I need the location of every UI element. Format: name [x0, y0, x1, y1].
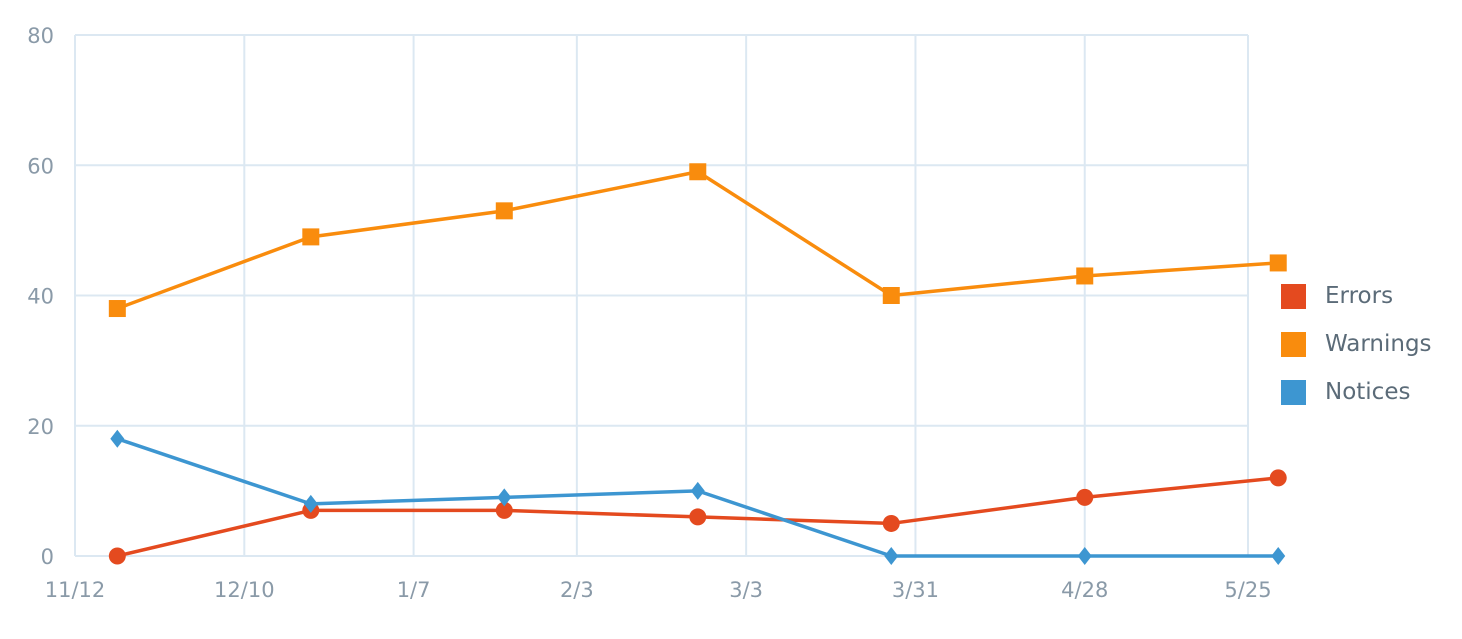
- data-point-errors[interactable]: [689, 508, 707, 526]
- data-point-notices[interactable]: [690, 481, 705, 500]
- data-point-warnings[interactable]: [495, 202, 513, 220]
- x-tick-label: 12/10: [214, 578, 275, 602]
- legend-item-errors[interactable]: Errors: [1281, 272, 1432, 320]
- data-point-notices[interactable]: [1271, 547, 1286, 565]
- legend-label-warnings: Warnings: [1325, 331, 1432, 357]
- data-point-notices[interactable]: [1077, 547, 1092, 565]
- legend-label-notices: Notices: [1325, 379, 1411, 405]
- data-point-warnings[interactable]: [108, 300, 126, 318]
- data-point-warnings[interactable]: [302, 228, 320, 246]
- y-tick-label: 80: [27, 24, 54, 48]
- data-point-warnings[interactable]: [689, 163, 707, 181]
- legend-swatch-notices: [1281, 379, 1306, 405]
- data-point-warnings[interactable]: [882, 287, 900, 304]
- data-point-warnings[interactable]: [1269, 254, 1287, 272]
- x-tick-label: 4/28: [1061, 578, 1108, 602]
- data-point-errors[interactable]: [1076, 488, 1094, 506]
- legend-label-errors: Errors: [1325, 283, 1394, 309]
- y-tick-label: 60: [27, 154, 54, 178]
- axis-labels: 0 20 40 60 80 11/12 12/10 1/7 2/3 3/3 3/31 4/28 5/25: [27, 24, 1271, 602]
- series: [108, 163, 1287, 565]
- data-point-errors[interactable]: [495, 501, 513, 519]
- legend-swatch-warnings: [1281, 331, 1306, 357]
- data-point-errors[interactable]: [882, 514, 900, 532]
- x-tick-label: 3/3: [729, 578, 763, 602]
- y-tick-label: 40: [27, 285, 54, 309]
- y-tick-label: 20: [27, 415, 54, 439]
- data-point-errors[interactable]: [1269, 469, 1287, 487]
- y-tick-label: 0: [41, 545, 54, 569]
- series-line-warnings: [116, 170, 1279, 311]
- legend-item-notices[interactable]: Notices: [1281, 368, 1432, 416]
- data-point-notices[interactable]: [884, 547, 899, 565]
- grid: [74, 34, 1249, 557]
- data-point-notices[interactable]: [110, 429, 125, 448]
- x-tick-label: 3/31: [892, 578, 939, 602]
- x-tick-label: 2/3: [560, 578, 594, 602]
- legend: Errors Warnings Notices: [1281, 272, 1432, 416]
- data-point-notices[interactable]: [497, 488, 512, 507]
- legend-swatch-errors: [1281, 283, 1306, 309]
- x-tick-label: 11/12: [45, 578, 106, 602]
- x-tick-label: 1/7: [397, 578, 431, 602]
- legend-item-warnings[interactable]: Warnings: [1281, 320, 1432, 368]
- data-point-notices[interactable]: [303, 494, 318, 513]
- data-point-errors[interactable]: [108, 547, 126, 565]
- data-point-warnings[interactable]: [1076, 267, 1094, 285]
- x-tick-label: 5/25: [1224, 578, 1271, 602]
